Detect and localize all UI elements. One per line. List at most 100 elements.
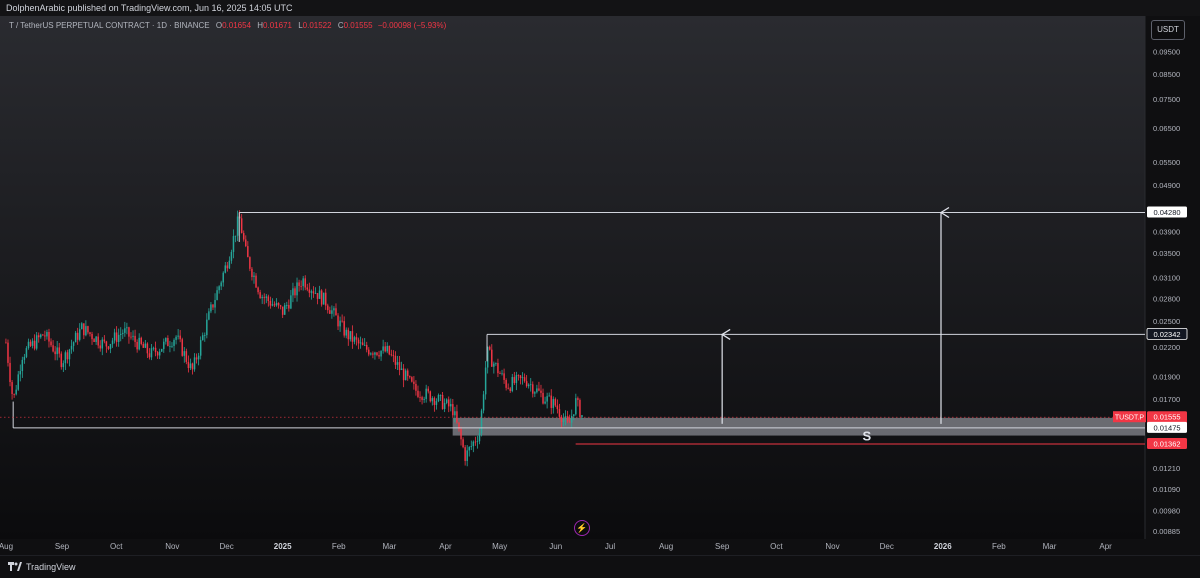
candle-body — [347, 329, 350, 340]
candle-body — [445, 399, 448, 403]
candle-body — [33, 340, 36, 349]
candle-body — [76, 332, 79, 340]
candle-body — [136, 341, 138, 350]
candle-body — [341, 320, 343, 322]
candle-body — [314, 293, 317, 294]
candle-body — [458, 422, 460, 430]
footer-bar: TradingView — [0, 555, 1200, 578]
x-tick-label: Sep — [715, 542, 730, 551]
candle-body — [109, 344, 112, 349]
currency-button[interactable]: USDT — [1151, 20, 1185, 40]
support-zone — [452, 417, 1146, 436]
candle-body — [232, 236, 235, 252]
candle-body — [566, 416, 569, 422]
tradingview-brand[interactable]: TradingView — [8, 562, 76, 572]
candle-body — [433, 398, 436, 405]
candle-body — [327, 305, 329, 311]
candle-body — [579, 399, 581, 417]
candle-body — [558, 409, 561, 417]
candle-body — [31, 340, 34, 346]
candle-body — [423, 398, 425, 400]
candle-body — [50, 341, 52, 346]
plot-background — [0, 16, 1145, 539]
candle-body — [5, 342, 7, 344]
y-tick-label: 0.01700 — [1153, 395, 1180, 404]
candle-body — [107, 346, 110, 349]
candle-body — [19, 371, 22, 375]
candle-body — [68, 349, 71, 360]
candle-body — [56, 347, 58, 355]
candle-body — [339, 320, 341, 327]
candle-body — [501, 373, 503, 375]
candle-body — [300, 285, 302, 287]
candle-body — [236, 216, 239, 236]
candle-body — [480, 410, 483, 434]
candle-body — [40, 334, 42, 338]
x-tick-label: Jun — [549, 542, 562, 551]
candle-body — [359, 342, 362, 344]
candle-body — [234, 235, 237, 237]
candle-body — [351, 331, 354, 342]
candle-body — [294, 288, 296, 296]
candle-body — [493, 363, 495, 367]
candle-body — [183, 351, 186, 356]
candle-body — [81, 323, 83, 330]
candle-body — [429, 391, 432, 402]
candle-body — [497, 363, 499, 374]
candle-body — [185, 351, 188, 362]
price-chart[interactable]: 0.09500 0.08500 0.07500 0.06500 0.05500 0.049… — [0, 16, 1200, 555]
x-tick-label: Mar — [1043, 542, 1057, 551]
candle-body — [265, 296, 268, 298]
candle-body — [124, 328, 126, 333]
candle-body — [511, 377, 514, 392]
candle-body — [255, 275, 257, 288]
candle-body — [402, 368, 405, 381]
candle-body — [286, 304, 288, 306]
candle-body — [503, 373, 505, 380]
candle-body — [431, 398, 434, 402]
candle-body — [427, 388, 429, 392]
candle-body — [179, 335, 181, 340]
candle-body — [46, 331, 48, 337]
candle-body — [484, 367, 487, 395]
candle-body — [409, 376, 411, 378]
x-tick-label: May — [492, 542, 507, 551]
candle-body — [544, 401, 546, 404]
candle-body — [288, 304, 290, 309]
y-axis: 0.09500 0.08500 0.07500 0.06500 0.05500 0.049… — [1153, 47, 1180, 536]
candle-body — [474, 441, 477, 443]
candle-body — [163, 341, 165, 349]
y-tick-label: 0.03500 — [1153, 249, 1180, 258]
candle-body — [376, 352, 378, 356]
candle-body — [70, 345, 73, 350]
candle-body — [308, 289, 311, 293]
candle-body — [146, 343, 149, 354]
candle-body — [370, 353, 372, 355]
candle-body — [349, 331, 352, 340]
lightning-icon[interactable]: ⚡ — [574, 520, 590, 536]
y-tick-label: 0.04900 — [1153, 181, 1180, 190]
candle-body — [160, 348, 163, 352]
candle-body — [462, 439, 464, 448]
close-label: C — [337, 21, 344, 30]
y-tick-label: 0.07500 — [1153, 95, 1180, 104]
candle-body — [525, 381, 528, 387]
price-label-text: 0.01555 — [1153, 413, 1180, 422]
high-label: H — [257, 21, 264, 30]
x-tick-label: Dec — [219, 542, 233, 551]
zone-label-s: S — [863, 429, 872, 444]
candle-body — [363, 344, 366, 346]
candle-body — [230, 251, 233, 261]
candle-body — [267, 296, 270, 301]
candle-body — [380, 350, 382, 357]
price-label-box — [1146, 328, 1188, 340]
candle-body — [322, 292, 325, 305]
candle-body — [296, 282, 298, 296]
price-label-text: 0.01362 — [1153, 440, 1180, 449]
candle-body — [304, 278, 306, 288]
candle-body — [447, 399, 450, 407]
candle-body — [573, 414, 575, 417]
candle-body — [165, 338, 167, 342]
candle-body — [357, 339, 360, 344]
candle-body — [337, 315, 339, 327]
